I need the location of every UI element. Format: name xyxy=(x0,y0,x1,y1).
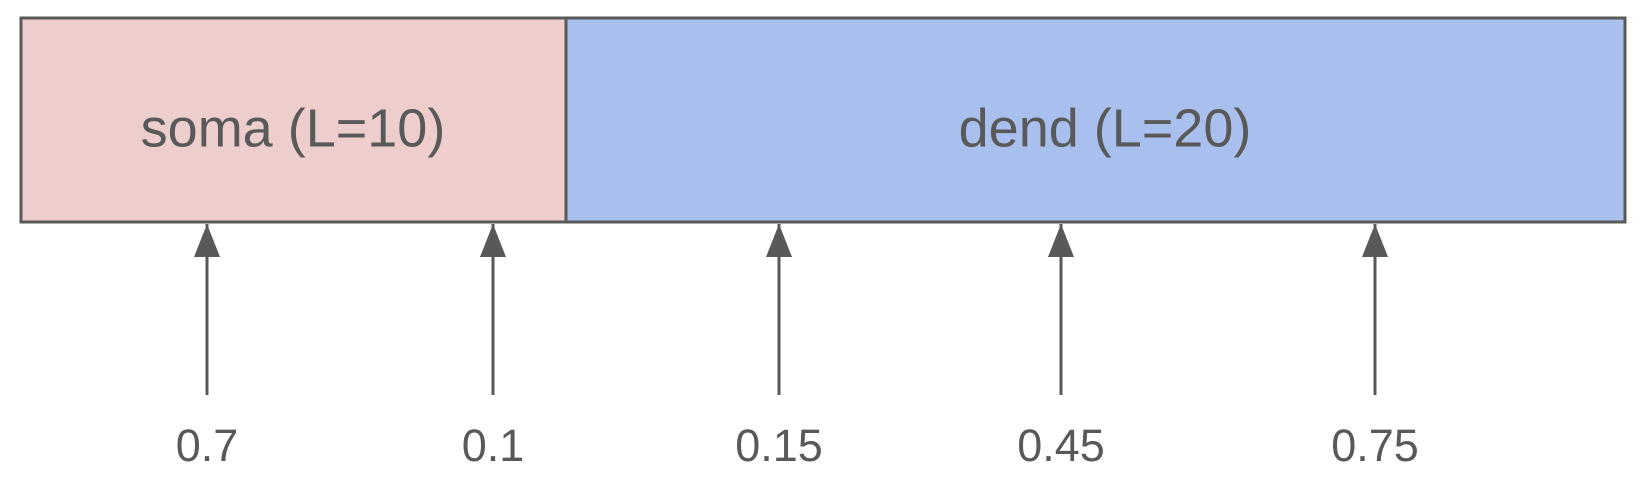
soma-section: soma (L=10) xyxy=(19,16,568,224)
marker-3: 0.45 xyxy=(1017,224,1105,471)
marker-label: 0.75 xyxy=(1331,420,1419,471)
dend-label: dend (L=20) xyxy=(959,98,1252,158)
marker-4: 0.75 xyxy=(1331,224,1419,471)
arrow-up-icon xyxy=(766,224,792,257)
arrow-up-icon xyxy=(1048,224,1074,257)
arrow-up-icon xyxy=(480,224,506,257)
marker-0: 0.7 xyxy=(176,224,239,471)
arrow-up-icon xyxy=(1362,224,1388,257)
marker-label: 0.45 xyxy=(1017,420,1105,471)
marker-2: 0.15 xyxy=(735,224,823,471)
marker-arrows: 0.7 0.1 0.15 0.45 0.75 xyxy=(176,224,1419,471)
marker-label: 0.7 xyxy=(176,420,239,471)
dend-box xyxy=(564,16,1627,224)
marker-label: 0.15 xyxy=(735,420,823,471)
soma-label: soma (L=10) xyxy=(141,98,446,158)
dend-section: dend (L=20) xyxy=(564,16,1627,224)
marker-label: 0.1 xyxy=(462,420,525,471)
soma-box xyxy=(19,16,568,224)
arrow-up-icon xyxy=(194,224,220,257)
marker-1: 0.1 xyxy=(462,224,525,471)
